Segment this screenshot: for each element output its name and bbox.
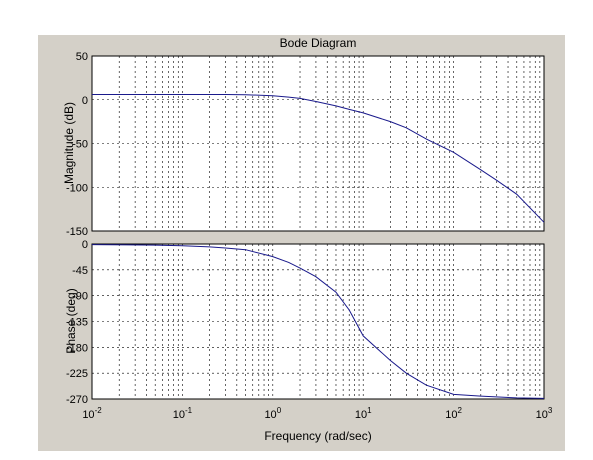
magnitude-curve (92, 94, 545, 223)
phase-series (91, 244, 545, 399)
magnitude-series (92, 94, 545, 223)
phase-y-tick-label: -90 (72, 291, 88, 303)
phase-y-tick-label: -45 (72, 265, 88, 277)
magnitude-grid (92, 56, 544, 231)
magnitude-y-tick-label: -150 (66, 226, 88, 238)
phase-y-tick-label: -225 (66, 368, 88, 380)
phase-y-tick-label: -180 (66, 342, 88, 354)
frequency-tick-label: 102 (445, 406, 462, 421)
magnitude-tick-labels: 50 0 -50 -100 -150 (66, 51, 88, 238)
phase-curve (91, 244, 545, 399)
phase-tick-labels: 0 -45 -90 -135 -180 -225 -270 (66, 239, 88, 406)
frequency-tick-labels: 10-2 10-1 100 101 102 103 (82, 406, 553, 421)
phase-y-tick-label: -135 (66, 317, 88, 329)
frequency-tick-label: 103 (536, 406, 553, 421)
frequency-tick-label: 101 (355, 406, 372, 421)
magnitude-y-tick-label: -50 (72, 139, 88, 151)
phase-axes: 0 -45 -90 -135 -180 -225 -270 Phase (deg) 10-2… (64, 239, 553, 443)
frequency-tick-label: 10-2 (82, 406, 102, 421)
phase-y-tick-label: -270 (66, 394, 88, 406)
phase-axis-label: Phase (deg) (64, 288, 78, 353)
magnitude-y-tick-label: -100 (66, 182, 88, 194)
magnitude-axis-label: Magnitude (dB) (62, 102, 76, 184)
magnitude-axes: 50 0 -50 -100 -150 Magnitude (dB) (62, 51, 545, 238)
magnitude-y-tick-label: 0 (82, 95, 88, 107)
magnitude-y-tick-label: 50 (76, 51, 88, 63)
phase-y-tick-label: 0 (82, 239, 88, 251)
frequency-axis-label: Frequency (rad/sec) (264, 429, 371, 443)
chart-title: Bode Diagram (280, 36, 357, 50)
frequency-tick-label: 10-1 (173, 406, 193, 421)
frequency-tick-label: 100 (264, 406, 281, 421)
phase-grid (92, 244, 544, 399)
